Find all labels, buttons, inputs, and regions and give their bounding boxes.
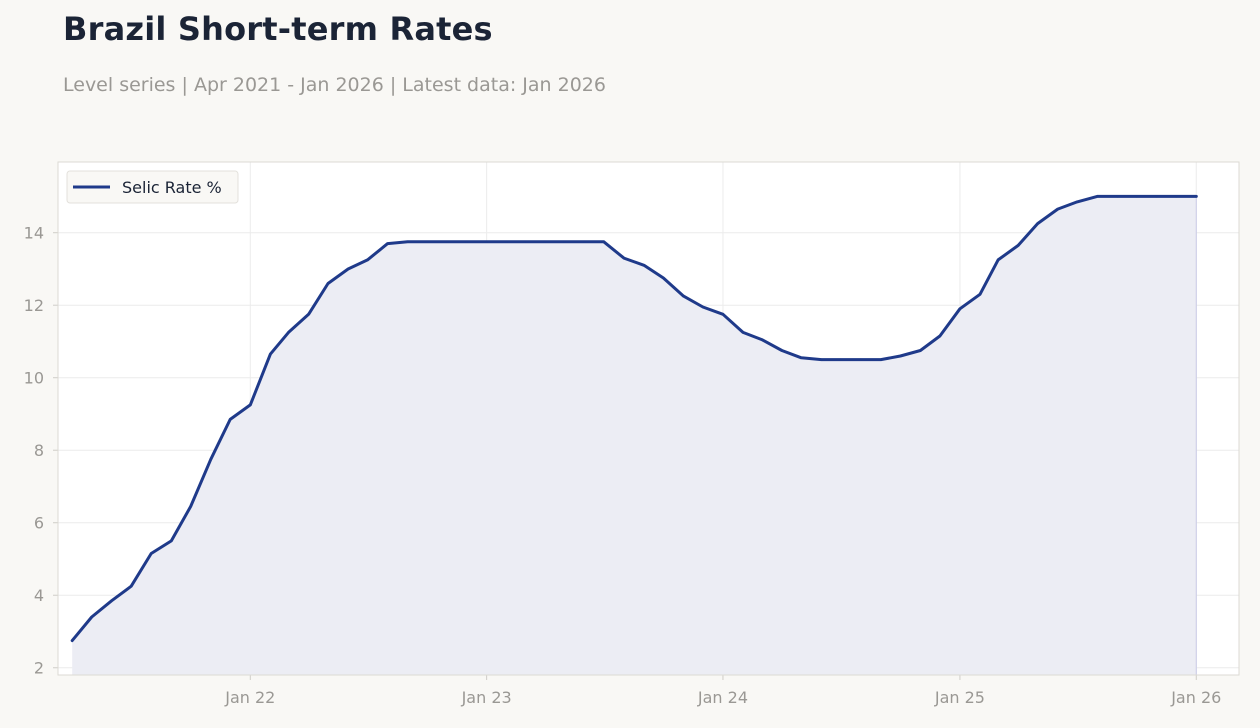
series-area-fill <box>72 196 1197 675</box>
data-point <box>90 615 93 619</box>
y-tick-label: 14 <box>24 224 44 243</box>
data-point <box>425 240 429 243</box>
data-point <box>919 349 922 352</box>
data-point <box>879 358 883 361</box>
data-point <box>958 307 962 311</box>
data-point <box>110 599 113 602</box>
data-point <box>859 358 863 361</box>
data-point <box>366 258 369 262</box>
data-point <box>406 240 409 243</box>
x-tick-label: Jan 22 <box>224 688 275 707</box>
data-point <box>269 352 272 356</box>
data-point <box>1155 195 1158 198</box>
x-axis-tick-labels: Jan 22 Jan 23 Jan 24 Jan 25 Jan 26 <box>224 675 1221 707</box>
legend: Selic Rate % <box>66 170 239 204</box>
data-point <box>780 349 784 352</box>
data-point <box>189 505 192 508</box>
y-tick-label: 6 <box>34 514 44 533</box>
data-point <box>1075 200 1079 204</box>
data-point <box>485 240 488 243</box>
x-tick-label: Jan 24 <box>697 688 748 707</box>
data-point <box>445 240 449 243</box>
data-point <box>721 313 725 316</box>
data-point <box>505 240 508 243</box>
y-axis-tick-labels: 2 4 6 8 10 12 14 <box>24 224 58 678</box>
data-point <box>1116 195 1119 198</box>
data-point <box>249 403 252 407</box>
data-point <box>978 293 982 296</box>
data-point <box>465 240 468 243</box>
data-point <box>1036 222 1039 225</box>
y-tick-label: 10 <box>24 369 44 388</box>
data-point <box>642 264 646 267</box>
y-tick-label: 2 <box>34 659 44 678</box>
data-point <box>287 331 290 334</box>
data-point <box>1195 195 1198 198</box>
data-point <box>1017 244 1020 247</box>
data-point <box>1174 195 1178 198</box>
x-tick-label: Jan 23 <box>461 688 512 707</box>
page-title: Brazil Short-term Rates <box>63 10 493 48</box>
data-point <box>71 639 74 642</box>
data-point <box>662 276 665 280</box>
data-point <box>741 331 745 334</box>
legend-box <box>66 170 239 204</box>
plot-frame <box>57 161 1240 676</box>
data-point <box>800 356 803 359</box>
data-point <box>602 240 606 243</box>
y-tick-label: 4 <box>34 586 44 605</box>
data-point <box>563 240 566 243</box>
data-point <box>523 240 527 243</box>
page-subtitle: Level series | Apr 2021 - Jan 2026 | Lat… <box>63 74 606 96</box>
data-point <box>899 354 902 358</box>
data-point <box>346 267 350 271</box>
data-point <box>996 258 1000 262</box>
x-tick-label: Jan 25 <box>934 688 985 707</box>
data-point <box>701 305 705 309</box>
data-point <box>150 552 153 555</box>
data-point <box>170 539 173 543</box>
data-point <box>1135 195 1138 198</box>
series-points <box>71 195 1198 642</box>
data-point <box>386 242 389 245</box>
data-point <box>839 358 843 361</box>
data-point <box>229 418 232 421</box>
data-point <box>326 282 330 285</box>
data-point <box>543 240 547 243</box>
data-point <box>682 294 685 298</box>
data-point <box>583 240 586 243</box>
legend-label-selic-rate: Selic Rate % <box>122 178 222 197</box>
data-point <box>307 313 310 316</box>
data-point <box>1056 207 1059 211</box>
data-point <box>622 256 626 260</box>
data-point <box>209 458 213 461</box>
data-point <box>820 358 823 361</box>
y-tick-label: 12 <box>24 296 44 315</box>
data-point <box>129 584 133 588</box>
data-point <box>938 334 942 338</box>
x-tick-label: Jan 26 <box>1170 688 1221 707</box>
data-point <box>760 338 764 341</box>
series-line-selic-rate <box>70 194 1198 643</box>
y-tick-label: 8 <box>34 441 44 460</box>
data-point <box>1096 195 1099 198</box>
